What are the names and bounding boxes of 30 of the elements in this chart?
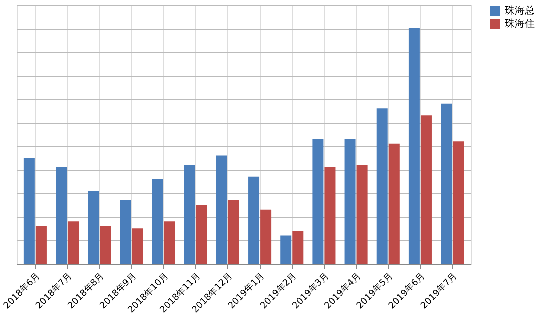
bar xyxy=(292,231,304,264)
bar xyxy=(420,116,432,264)
bar xyxy=(24,158,35,264)
bar xyxy=(344,139,356,264)
legend-label: 珠海住 xyxy=(505,18,535,30)
bar xyxy=(132,228,144,264)
bar xyxy=(376,108,388,264)
bar xyxy=(324,167,336,264)
bar xyxy=(36,226,47,264)
bar xyxy=(441,104,452,264)
bar xyxy=(100,226,112,264)
bar xyxy=(453,142,464,264)
bar xyxy=(216,156,228,264)
bar xyxy=(388,144,400,264)
bar xyxy=(56,167,68,264)
bar xyxy=(152,179,164,264)
bar xyxy=(280,236,292,264)
bar xyxy=(312,139,324,264)
bar xyxy=(184,165,196,264)
bar xyxy=(196,205,208,264)
bar xyxy=(356,165,368,264)
bar xyxy=(260,210,272,264)
bar xyxy=(88,191,100,264)
legend-label: 珠海总 xyxy=(505,5,535,17)
bar xyxy=(408,28,420,264)
bar xyxy=(68,222,80,264)
bar xyxy=(164,222,176,264)
bar xyxy=(120,200,132,264)
bar xyxy=(228,200,240,264)
bar xyxy=(248,176,260,264)
